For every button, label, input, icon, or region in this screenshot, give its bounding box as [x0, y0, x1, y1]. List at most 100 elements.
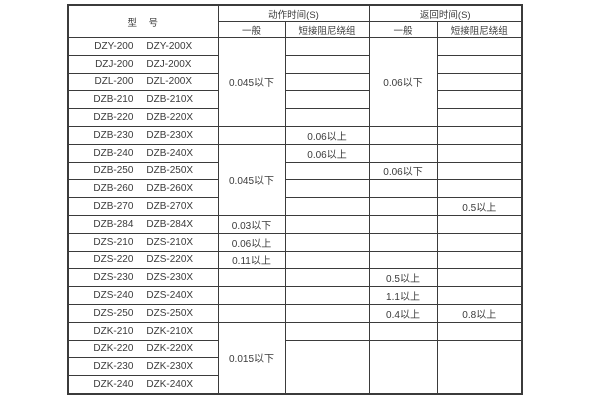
model-cell: DZB-260 DZB-260X [67, 179, 219, 199]
header-row-2: 一般 短接阻尼绕组 一般 短接阻尼绕组 [68, 21, 523, 38]
return-damping-value: 0.8以上 [436, 303, 523, 323]
model-x-label: DZJ-200X [146, 58, 192, 70]
table-row: DZL-200 DZL-200X [67, 72, 523, 92]
model-cell: DZS-210 DZS-210X [67, 232, 219, 252]
empty-cell [284, 214, 370, 234]
empty-cell [284, 54, 370, 74]
empty-cell [284, 303, 370, 323]
empty-cell [284, 339, 370, 395]
empty-cell [368, 232, 438, 252]
empty-cell [368, 143, 438, 163]
model-label: DZS-250 [93, 307, 134, 319]
return-general-value: 1.1以上 [368, 286, 438, 305]
table-row: DZS-250 DZS-250X 0.4以上 0.8以上 [67, 303, 523, 323]
model-x-label: DZK-230X [146, 361, 194, 373]
empty-cell [284, 286, 370, 305]
model-label: DZB-240 [93, 147, 134, 159]
table-row: DZK-210 DZK-210X 0.015以下 [67, 321, 523, 395]
table-row: DZB-240 DZB-240X 0.045以下 0.06以上 [67, 143, 523, 216]
empty-cell [284, 179, 370, 199]
action-general-value: 0.06以上 [217, 232, 286, 252]
model-x-label: DZL-200X [146, 76, 192, 88]
empty-cell [284, 250, 370, 270]
model-x-label: DZB-284X [146, 218, 194, 230]
model-cell: DZS-240 DZS-240X [67, 286, 219, 305]
action-general-value: 0.11以上 [217, 250, 286, 270]
table-row: DZS-220 DZS-220X 0.11以上 [67, 250, 523, 270]
model-label: DZK-230 [93, 361, 134, 373]
empty-cell [436, 250, 523, 270]
empty-cell [368, 250, 438, 270]
empty-cell [436, 143, 523, 163]
model-x-label: DZK-240X [146, 379, 194, 391]
model-label: DZB-270 [93, 201, 134, 213]
action-general-value: 0.015以下 [217, 321, 286, 395]
model-label: DZS-210 [93, 236, 134, 248]
model-cell: DZS-250 DZS-250X [67, 303, 219, 323]
empty-cell [436, 108, 523, 127]
model-label: DZK-240 [93, 379, 134, 391]
model-label: DZK-210 [93, 325, 134, 337]
model-label: DZY-200 [94, 40, 134, 52]
table-row: DZK-220 DZK-220X [67, 339, 523, 395]
model-x-label: DZB-220X [146, 112, 194, 124]
empty-cell [284, 37, 370, 56]
table-row: DZS-230 DZS-230X 0.5以上 [67, 268, 523, 288]
empty-cell [217, 268, 286, 288]
action-general-value: 0.03以下 [217, 214, 286, 234]
header-return-time: 返回时间(S) [368, 4, 523, 22]
model-x-label: DZS-210X [146, 236, 194, 248]
return-general-value: 0.06以下 [368, 37, 438, 127]
model-cell: DZL-200 DZL-200X [67, 72, 219, 92]
return-damping-value: 0.5以上 [436, 197, 523, 216]
empty-cell [436, 339, 523, 395]
model-label: DZK-220 [93, 343, 134, 355]
table-row: DZB-230 DZB-230X 0.06以上 [67, 125, 523, 145]
empty-cell [368, 179, 438, 199]
header-action-damping: 短接阻尼绕组 [284, 21, 370, 38]
table-row: DZB-250 DZB-250X 0.06以下 [67, 161, 523, 181]
model-cell: DZJ-200 DZJ-200X [67, 54, 219, 74]
empty-cell [284, 90, 370, 110]
empty-cell [284, 72, 370, 92]
table-row: DZY-200 DZY-200X 0.045以下 0.06以下 [67, 37, 523, 127]
model-cell: DZY-200 DZY-200X [67, 37, 219, 56]
model-label: DZS-220 [93, 254, 134, 266]
empty-cell [284, 232, 370, 252]
empty-cell [436, 232, 523, 252]
empty-cell [436, 214, 523, 234]
model-cell: DZB-230 DZB-230X [67, 125, 219, 145]
table-row: DZK-230 DZK-230X [67, 357, 522, 377]
empty-cell [436, 161, 523, 181]
model-cell: DZK-240 DZK-240X [67, 375, 219, 395]
model-label: DZJ-200 [95, 58, 134, 70]
model-cell: DZS-230 DZS-230X [67, 268, 219, 288]
model-cell: DZK-210 DZK-210X [67, 321, 219, 341]
empty-cell [284, 268, 370, 288]
empty-cell [368, 339, 438, 395]
empty-cell [436, 268, 523, 288]
spec-table: 型 号 动作时间(S) 返回时间(S) 一般 短接阻尼绕组 一般 短接阻尼绕组 … [67, 4, 523, 395]
action-damping-value: 0.06以上 [284, 143, 370, 163]
model-cell: DZB-250 DZB-250X [67, 161, 219, 181]
empty-cell [284, 321, 370, 341]
return-general-value: 0.06以下 [368, 161, 438, 181]
return-general-value: 0.5以上 [368, 268, 438, 288]
model-cell: DZB-220 DZB-220X [67, 108, 219, 127]
action-general-value: 0.045以下 [217, 143, 286, 216]
table-row: DZK-240 DZK-240X [67, 375, 522, 395]
empty-cell [436, 54, 523, 74]
header-row-1: 型 号 动作时间(S) 返回时间(S) [67, 4, 523, 38]
header-return-general: 一般 [368, 21, 438, 38]
table-row: DZS-240 DZS-240X 1.1以上 [67, 286, 523, 305]
table-row: DZJ-200 DZJ-200X [67, 54, 523, 74]
empty-cell [368, 214, 438, 234]
table-row: DZB-270 DZB-270X 0.5以上 [67, 197, 523, 216]
table-row: DZS-210 DZS-210X 0.06以上 [67, 232, 523, 252]
model-label: DZS-240 [93, 290, 134, 302]
empty-cell [368, 125, 438, 145]
model-label: DZB-210 [93, 94, 134, 106]
model-cell: DZS-220 DZS-220X [67, 250, 219, 270]
table-row: DZB-210 DZB-210X [67, 90, 523, 110]
